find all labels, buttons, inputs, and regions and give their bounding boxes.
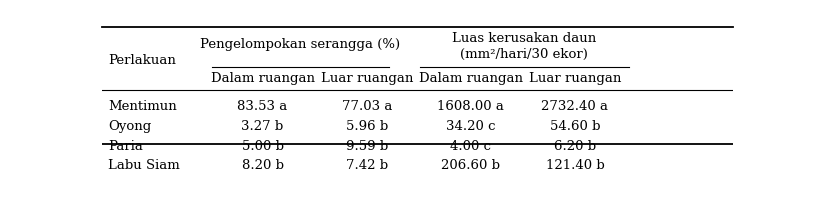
Text: Oyong: Oyong: [108, 120, 151, 133]
Text: Labu Siam: Labu Siam: [108, 159, 180, 172]
Text: Luar ruangan: Luar ruangan: [321, 72, 413, 85]
Text: Paria: Paria: [108, 140, 143, 153]
Text: Dalam ruangan: Dalam ruangan: [211, 72, 315, 85]
Text: 9.59 b: 9.59 b: [346, 140, 387, 153]
Text: Luar ruangan: Luar ruangan: [529, 72, 621, 85]
Text: Dalam ruangan: Dalam ruangan: [418, 72, 523, 85]
Text: 54.60 b: 54.60 b: [549, 120, 600, 133]
Text: Mentimun: Mentimun: [108, 100, 177, 113]
Text: 34.20 c: 34.20 c: [446, 120, 496, 133]
Text: 3.27 b: 3.27 b: [242, 120, 284, 133]
Text: (mm²/hari/30 ekor): (mm²/hari/30 ekor): [461, 48, 589, 61]
Text: Pengelompokan serangga (%): Pengelompokan serangga (%): [200, 38, 400, 51]
Text: 8.20 b: 8.20 b: [242, 159, 283, 172]
Text: 77.03 a: 77.03 a: [342, 100, 392, 113]
Text: 6.20 b: 6.20 b: [554, 140, 596, 153]
Text: 5.00 b: 5.00 b: [242, 140, 283, 153]
Text: 1608.00 a: 1608.00 a: [437, 100, 504, 113]
Text: 5.96 b: 5.96 b: [346, 120, 387, 133]
Text: Perlakuan: Perlakuan: [108, 54, 176, 67]
Text: 7.42 b: 7.42 b: [346, 159, 387, 172]
Text: 4.00 c: 4.00 c: [450, 140, 492, 153]
Text: 206.60 b: 206.60 b: [441, 159, 501, 172]
Text: 121.40 b: 121.40 b: [545, 159, 604, 172]
Text: Luas kerusakan daun: Luas kerusakan daun: [453, 32, 597, 45]
Text: 2732.40 a: 2732.40 a: [541, 100, 608, 113]
Text: 83.53 a: 83.53 a: [238, 100, 287, 113]
